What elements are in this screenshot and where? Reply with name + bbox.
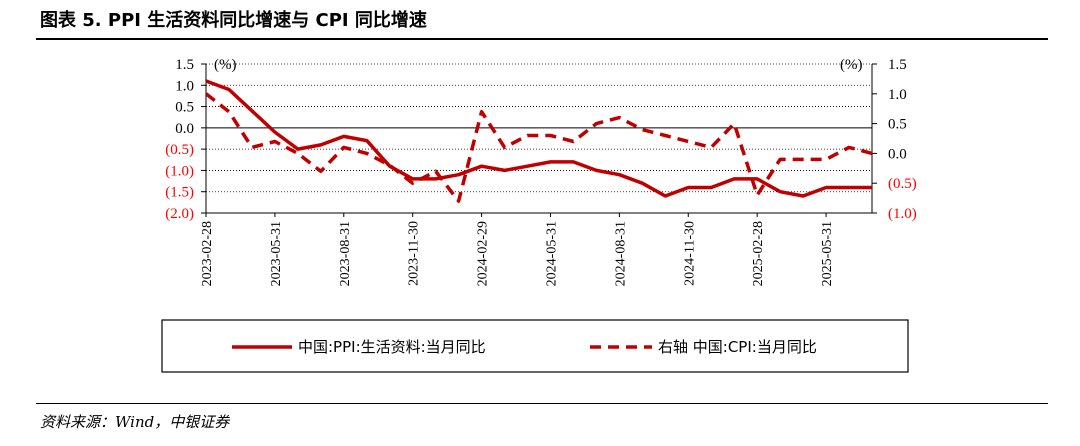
x-tick-label: 2024-05-31 bbox=[544, 221, 559, 286]
left-tick-label: 1.5 bbox=[175, 57, 194, 73]
top-rule bbox=[36, 38, 1048, 40]
tick-labels: 1.5 1.0 0.5 0.0 (0.5) (1.0) (1.5) (2.0) 1.5 1.0 0.… bbox=[165, 57, 917, 286]
right-tick-label: 1.5 bbox=[888, 57, 907, 73]
left-axis-unit: (%) bbox=[214, 57, 237, 73]
series-lines bbox=[204, 79, 873, 203]
ppi-series-line bbox=[205, 79, 872, 198]
left-tick-label: (2.0) bbox=[165, 206, 194, 222]
figure-title: 图表 5. PPI 生活资料同比增速与 CPI 同比增速 bbox=[40, 10, 427, 31]
right-tick-label: 1.0 bbox=[888, 87, 907, 103]
right-tick-label: 0.5 bbox=[888, 117, 907, 133]
legend: 中国:PPI:生活资料:当月同比 右轴 中国:CPI:当月同比 bbox=[161, 319, 909, 373]
source-note: 资料来源：Wind，中银证券 bbox=[40, 413, 230, 431]
left-tick-label: 0.0 bbox=[175, 121, 194, 137]
x-tick-label: 2025-05-31 bbox=[820, 221, 835, 286]
left-tick-label: (1.5) bbox=[165, 185, 194, 201]
cpi-series-line bbox=[204, 92, 873, 203]
right-tick-label: (1.0) bbox=[888, 206, 917, 222]
left-tick-label: (0.5) bbox=[165, 142, 194, 158]
left-tick-label: 1.0 bbox=[175, 78, 194, 94]
left-tick-label: (1.0) bbox=[165, 163, 194, 179]
x-tick-label: 2024-02-29 bbox=[476, 221, 491, 286]
right-tick-label: (0.5) bbox=[888, 176, 917, 192]
left-tick-label: 0.5 bbox=[175, 100, 194, 116]
bottom-rule bbox=[36, 403, 1048, 404]
x-tick-label: 2024-08-31 bbox=[613, 221, 628, 286]
axes bbox=[201, 63, 877, 217]
x-tick-label: 2025-02-28 bbox=[751, 221, 766, 286]
x-tick-label: 2024-11-30 bbox=[682, 221, 697, 286]
right-axis-unit: (%) bbox=[840, 57, 863, 73]
right-tick-label: 0.0 bbox=[888, 146, 907, 162]
legend-label-ppi: 中国:PPI:生活资料:当月同比 bbox=[298, 338, 486, 356]
legend-label-cpi: 右轴 中国:CPI:当月同比 bbox=[658, 338, 817, 356]
x-tick-label: 2023-02-28 bbox=[200, 221, 215, 286]
x-tick-label: 2023-11-30 bbox=[407, 221, 422, 286]
x-tick-label: 2023-08-31 bbox=[338, 221, 353, 286]
x-tick-label: 2023-05-31 bbox=[269, 221, 284, 286]
